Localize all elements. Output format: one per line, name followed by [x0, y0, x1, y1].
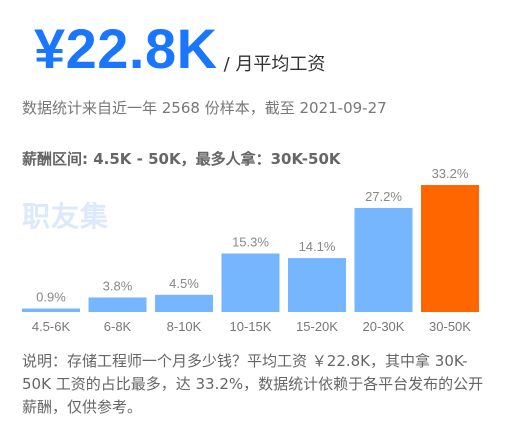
- bar-20-30K: [354, 207, 413, 312]
- data-source-note: 数据统计来自近一年 2568 份样本，截至 2021-09-27: [22, 99, 387, 117]
- salary-unit-label: / 月平均工资: [223, 54, 326, 75]
- salary-distribution-chart: 0.9% 4.5-6K 3.8% 6-8K 4.5% 8-10K 15.3% 10-15K 14…: [22, 166, 479, 334]
- average-salary: ¥22.8K: [34, 17, 218, 80]
- bar-category-label: 4.5-6K: [32, 319, 71, 334]
- brand-watermark: 职友集: [22, 200, 110, 233]
- bar-category-label: 15-20K: [296, 319, 338, 334]
- bar-4.5-6K: [22, 308, 80, 312]
- bar-8-10K: [155, 294, 213, 312]
- bar-value-label: 3.8%: [103, 278, 133, 293]
- bar-6-8K: [88, 297, 147, 312]
- bar-value-label: 15.3%: [232, 234, 269, 249]
- bar-value-label: 0.9%: [36, 290, 66, 305]
- description-text: 说明：存储工程师一个月多少钱？平均工资 ￥22.8K，其中拿 30K-50K 工…: [22, 352, 484, 416]
- bar-category-label: 6-8K: [104, 319, 132, 334]
- bar-category-label: 30-50K: [429, 319, 471, 334]
- bar-value-label: 4.5%: [169, 276, 199, 291]
- bar-value-label: 27.2%: [365, 189, 402, 204]
- bar-category-label: 20-30K: [363, 319, 405, 334]
- bar-category-label: 8-10K: [167, 319, 202, 334]
- bar-10-15K: [221, 253, 280, 312]
- bar-category-label: 10-15K: [230, 319, 272, 334]
- bar-value-label: 33.2%: [432, 166, 469, 181]
- bar-30-50K: [421, 185, 479, 312]
- salary-header: ¥22.8K / 月平均工资: [34, 16, 325, 82]
- salary-range-summary: 薪酬区间: 4.5K - 50K，最多人拿：30K-50K: [22, 150, 341, 168]
- bar-value-label: 14.1%: [299, 239, 336, 254]
- bar-15-20K: [288, 258, 346, 312]
